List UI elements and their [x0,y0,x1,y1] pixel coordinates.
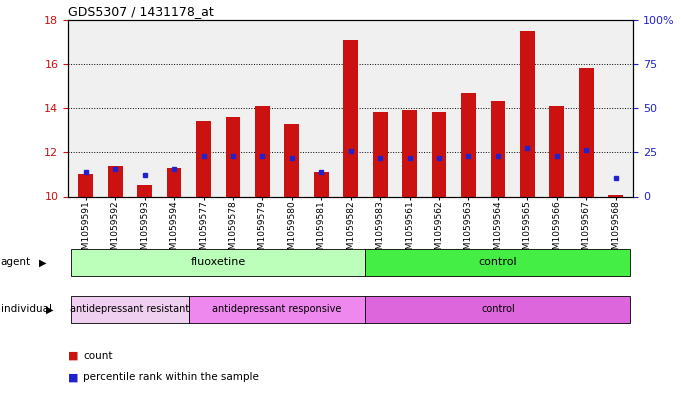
Text: ▶: ▶ [46,305,53,314]
Text: control: control [479,257,518,267]
Text: count: count [83,351,112,361]
Bar [550,106,564,196]
Text: ■: ■ [68,372,78,382]
Bar [225,117,240,196]
Bar [71,249,366,275]
Bar [432,112,446,196]
Text: antidepressant responsive: antidepressant responsive [212,305,342,314]
Bar [189,296,366,323]
Bar [373,112,387,196]
Bar [71,296,189,323]
Bar [78,174,93,196]
Bar [366,296,631,323]
Text: percentile rank within the sample: percentile rank within the sample [83,372,259,382]
Bar [167,168,181,196]
Text: control: control [481,305,515,314]
Bar [520,31,535,196]
Bar [285,123,299,196]
Bar [138,185,152,196]
Text: ▶: ▶ [39,257,46,267]
Bar [402,110,417,196]
Bar [196,121,211,196]
Text: GDS5307 / 1431178_at: GDS5307 / 1431178_at [68,6,214,18]
Text: agent: agent [1,257,31,267]
Bar [343,40,358,197]
Bar [108,165,123,196]
Bar [579,68,594,196]
Bar [255,106,270,196]
Text: ■: ■ [68,351,78,361]
Text: antidepressant resistant: antidepressant resistant [70,305,189,314]
Text: individual: individual [1,305,52,314]
Bar [366,249,631,275]
Bar [608,195,623,196]
Bar [314,172,329,196]
Bar [461,93,476,196]
Text: fluoxetine: fluoxetine [191,257,246,267]
Bar [490,101,505,196]
